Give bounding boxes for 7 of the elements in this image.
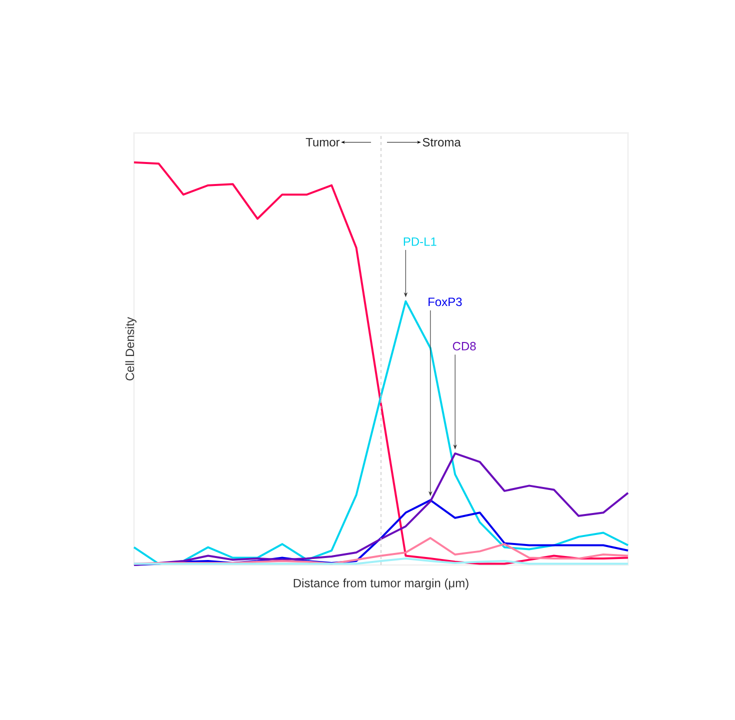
x-axis-title: Distance from tumor margin (μm)	[294, 578, 468, 590]
text: Tumor	[306, 138, 340, 146]
text: PD-L1	[404, 237, 436, 246]
y-axis-title: Cell Density	[125, 317, 136, 380]
text: CD8	[452, 342, 476, 350]
text: FoxP3	[428, 298, 462, 306]
text: Stroma	[422, 138, 461, 146]
